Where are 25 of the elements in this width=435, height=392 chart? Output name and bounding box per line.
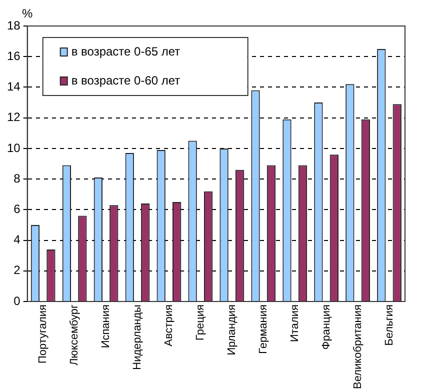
- y-tick-label: 14: [6, 80, 21, 94]
- y-tick-label: 12: [6, 110, 21, 124]
- x-tick-label: Греция: [194, 304, 206, 341]
- y-tick-label: 4: [14, 232, 21, 247]
- legend-label: в возрасте 0-60 лет: [71, 73, 181, 88]
- x-tick-label: Италия: [288, 304, 301, 342]
- y-tick-label: 10: [6, 140, 21, 155]
- x-tick-label: Испания: [100, 304, 112, 348]
- x-tick-label: Австрия: [163, 304, 175, 346]
- y-tick-label: 8: [14, 171, 21, 186]
- y-tick-label: 6: [14, 202, 21, 216]
- x-tick-label: Бельгия: [383, 304, 396, 346]
- x-tick-label: Португалия: [37, 304, 50, 364]
- x-tick-label: Нидерланды: [132, 304, 144, 370]
- x-tick-label: Великобритания: [352, 304, 364, 390]
- y-tick-label: 16: [6, 48, 21, 63]
- x-tick-label: Германия: [257, 304, 270, 354]
- x-tick-label: Франция: [320, 304, 332, 350]
- legend-label: в возрасте 0-65 лет: [71, 44, 181, 58]
- y-axis-title: %: [22, 6, 34, 20]
- x-tick-label: Люксембург: [68, 304, 81, 366]
- x-tick-label: Ирландия: [226, 304, 238, 356]
- y-tick-label: 0: [14, 294, 21, 308]
- y-tick-label: 2: [14, 263, 21, 278]
- y-tick-label: 18: [6, 18, 21, 32]
